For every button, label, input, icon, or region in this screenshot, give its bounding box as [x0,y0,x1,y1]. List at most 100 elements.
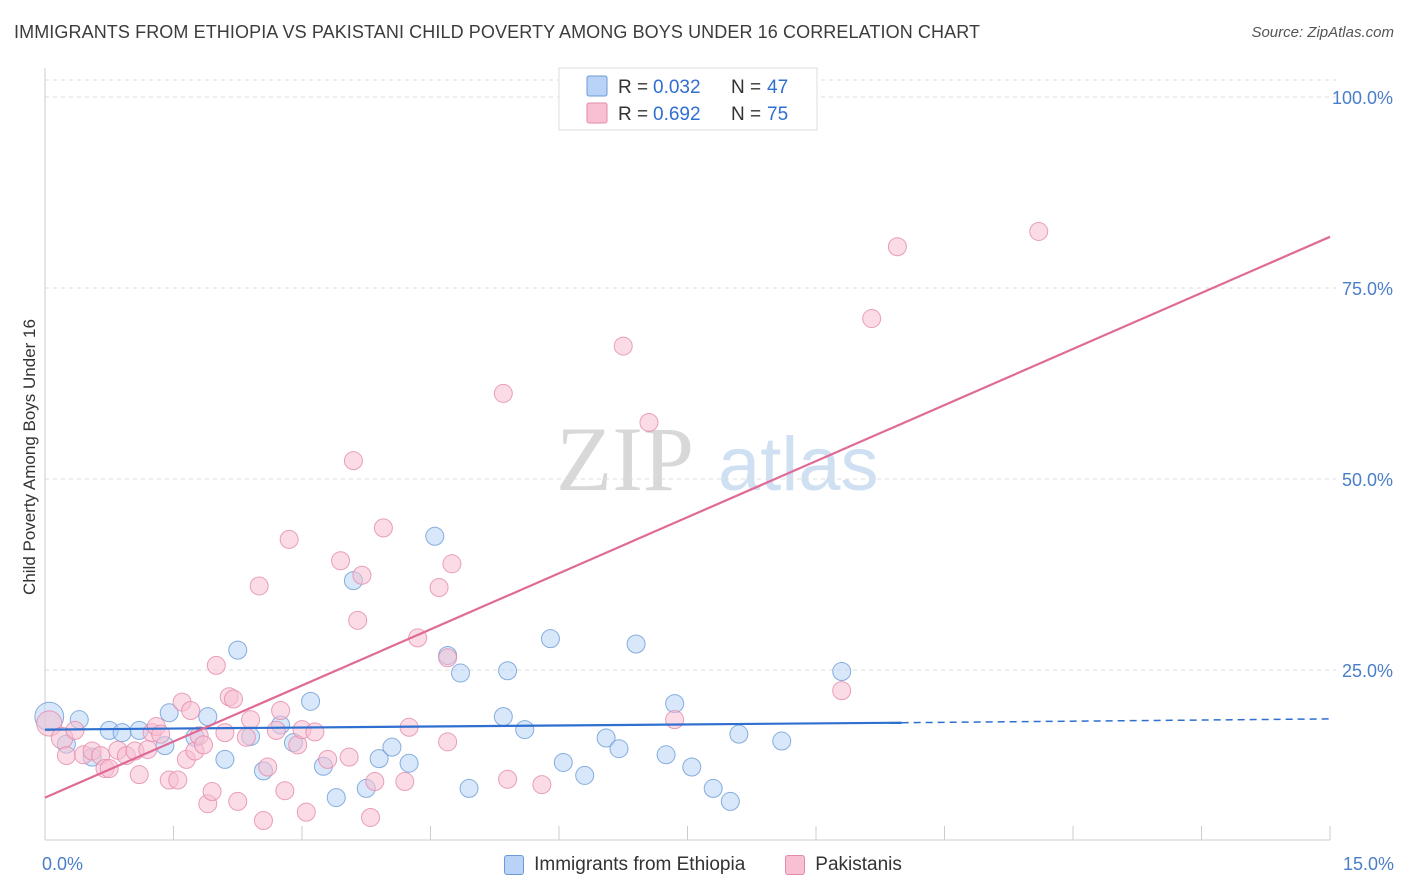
point-pakistani [665,710,685,730]
legend-swatch-ethiopia [504,855,525,875]
point-pakistani [1029,221,1049,241]
y-axis-label: Child Poverty Among Boys Under 16 [20,319,39,595]
y-tick-label: 25.0% [1342,661,1393,681]
point-pakistani [318,749,338,769]
point-pakistani [271,700,291,720]
point-ethiopia [609,739,629,759]
point-ethiopia [450,663,470,683]
point-ethiopia [493,707,513,727]
point-pakistani [206,655,226,675]
legend-n-label: N = [731,77,761,98]
point-pakistani [241,710,261,730]
point-ethiopia [682,757,702,777]
point-ethiopia [425,526,445,546]
point-pakistani [129,765,149,785]
point-pakistani [442,554,462,574]
point-pakistani [253,811,273,831]
point-pakistani [365,772,385,792]
point-ethiopia [301,691,321,711]
point-pakistani [343,451,363,471]
legend-label-pakistani: Pakistanis [815,854,902,875]
trend-line-ethiopia-extension [901,718,1331,724]
legend-label-ethiopia: Immigrants from Ethiopia [534,854,746,875]
gridlines [45,79,1336,671]
correlation-legend: R = 0.032 N = 47 R = 0.692 N = 75 [558,67,818,131]
legend-r-label: R = [618,77,648,98]
point-pakistani [832,681,852,701]
trend-line-ethiopia [44,721,902,731]
point-ethiopia [720,791,740,811]
point-ethiopia [498,661,518,681]
point-ethiopia [369,749,389,769]
point-pakistani [275,781,295,801]
legend-r-value: 0.692 [653,104,701,125]
point-pakistani [331,551,351,571]
point-ethiopia [159,703,179,723]
point-ethiopia [540,629,560,649]
point-ethiopia [832,662,852,682]
point-pakistani [228,791,248,811]
point-pakistani [493,383,513,403]
legend-swatch-ethiopia [586,75,608,97]
watermark: ZIP atlas [556,408,879,510]
legend-r-value: 0.032 [653,77,701,98]
legend-n-value: 75 [767,104,788,125]
legend-r-label: R = [618,104,648,125]
x-tick-labels: 0.0% 15.0% [42,854,1394,874]
trend-lines [44,235,1331,799]
legend-n-label: N = [731,104,761,125]
point-ethiopia [326,788,346,808]
legend-n-value: 47 [767,77,788,98]
point-ethiopia [596,728,616,748]
legend-item-pakistani: Pakistanis [785,852,902,878]
point-ethiopia [575,765,595,785]
point-ethiopia [729,724,749,744]
point-ethiopia [656,745,676,765]
point-pakistani [305,722,325,742]
x-tick-label: 15.0% [1343,854,1394,874]
point-ethiopia [112,723,132,743]
point-pakistani [348,610,368,630]
trend-line-pakistani [44,235,1331,799]
y-tick-label: 50.0% [1342,470,1393,490]
point-pakistani [249,576,269,596]
point-pakistani [429,577,449,597]
x-tick-label: 0.0% [42,854,83,874]
point-pakistani [373,518,393,538]
source-credit: Source: ZipAtlas.com [1251,24,1394,41]
point-pakistani [639,412,659,432]
legend-swatch-pakistani [785,855,806,875]
y-tick-label: 100.0% [1332,88,1393,108]
point-ethiopia [553,752,573,772]
point-pakistani [202,781,222,801]
chart-title: IMMIGRANTS FROM ETHIOPIA VS PAKISTANI CH… [14,22,981,42]
point-pakistani [296,802,316,822]
point-ethiopia [382,737,402,757]
point-pakistani [352,565,372,585]
point-pakistani [361,807,381,827]
point-pakistani [258,757,278,777]
point-pakistani [279,529,299,549]
series-legend: Immigrants from Ethiopia Pakistanis [0,852,1406,878]
point-pakistani [613,336,633,356]
point-ethiopia [772,731,792,751]
point-pakistani [395,772,415,792]
point-pakistani [532,775,552,795]
point-pakistani [215,723,235,743]
point-pakistani [223,689,243,709]
legend-swatch-pakistani [586,102,608,124]
point-pakistani [266,720,286,740]
point-pakistani [168,770,188,790]
point-pakistani [181,700,201,720]
point-pakistani [339,747,359,767]
point-ethiopia [215,749,235,769]
point-ethiopia [399,753,419,773]
watermark-zip: ZIP [556,408,694,510]
point-ethiopia [228,640,248,660]
point-ethiopia [515,720,535,740]
point-pakistani [862,309,882,329]
point-pakistani [438,648,458,668]
point-pakistani [438,732,458,752]
point-ethiopia [459,778,479,798]
